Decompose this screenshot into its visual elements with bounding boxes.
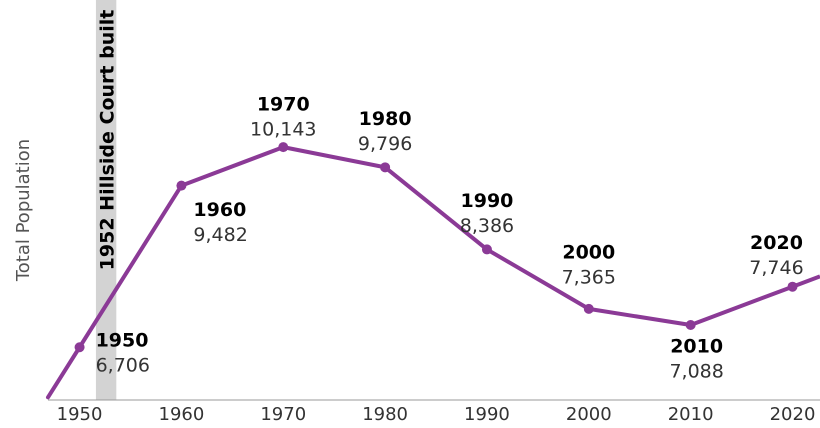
point-year-label: 2010 — [670, 336, 723, 358]
y-axis-label: Total Population — [13, 139, 34, 282]
data-point — [583, 303, 594, 314]
x-tick-label: 1950 — [57, 404, 103, 425]
annotation-text: 1952 Hillside Court built — [97, 10, 119, 271]
point-value-label: 6,706 — [96, 355, 150, 377]
data-point — [481, 244, 492, 255]
data-point — [380, 162, 391, 173]
x-tick-label: 1970 — [260, 404, 306, 425]
data-point — [176, 180, 187, 191]
data-point — [787, 281, 798, 292]
point-value-label: 7,746 — [749, 257, 803, 279]
line-extension — [46, 345, 82, 400]
data-point — [685, 320, 696, 331]
data-point — [278, 142, 289, 153]
point-year-label: 1980 — [359, 108, 412, 130]
point-year-label: 2000 — [562, 241, 615, 263]
point-value-label: 7,365 — [562, 266, 616, 288]
data-line — [77, 145, 794, 349]
x-tick-label: 1980 — [362, 404, 408, 425]
point-year-label: 2020 — [750, 232, 803, 254]
point-value-label: 9,482 — [193, 224, 247, 246]
data-point — [74, 342, 85, 353]
point-year-label: 1970 — [257, 94, 310, 116]
point-value-label: 8,386 — [460, 215, 514, 237]
point-year-label: 1990 — [461, 190, 514, 212]
x-tick-label: 2000 — [566, 404, 612, 425]
x-tick-label: 1990 — [464, 404, 510, 425]
x-tick-label: 2010 — [668, 404, 714, 425]
x-tick-label: 1960 — [159, 404, 205, 425]
x-tick-label: 2020 — [770, 404, 816, 425]
point-value-label: 10,143 — [250, 119, 316, 141]
point-year-label: 1960 — [193, 199, 246, 221]
point-year-label: 1950 — [96, 330, 149, 352]
point-value-label: 7,088 — [669, 361, 723, 383]
point-value-label: 9,796 — [358, 133, 412, 155]
